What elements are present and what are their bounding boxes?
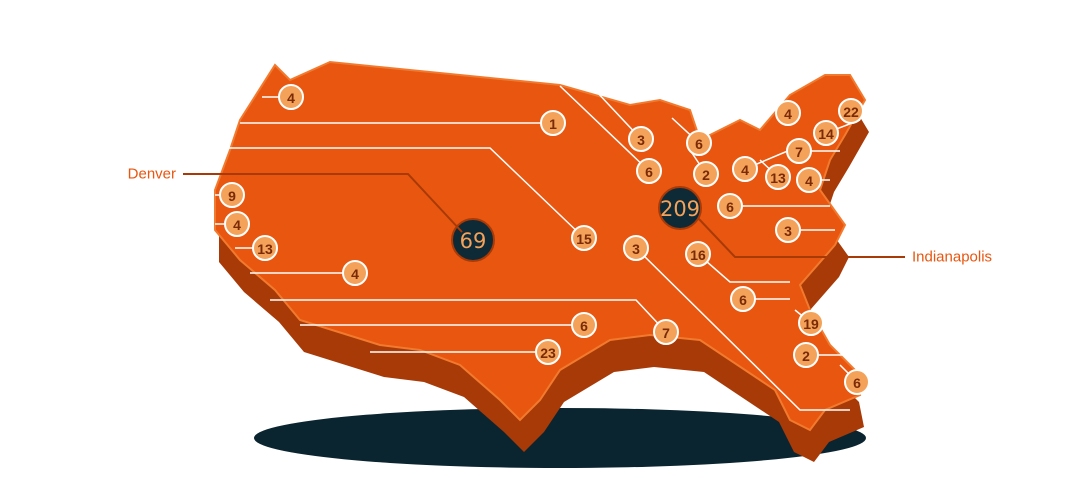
- marker-circle: [838, 98, 864, 124]
- marker-count: 6: [645, 164, 653, 180]
- marker-count: 4: [784, 106, 792, 122]
- hub-circle: [451, 218, 495, 262]
- marker-circle: [278, 84, 304, 110]
- leader-line: [559, 85, 650, 172]
- marker-circle: [693, 161, 719, 187]
- marker-count: 6: [695, 136, 703, 152]
- city-label: Denver: [128, 166, 176, 183]
- marker-count: 13: [257, 241, 273, 257]
- marker-count: 6: [739, 292, 747, 308]
- marker-circle: [252, 235, 278, 261]
- marker-circle: [765, 164, 791, 190]
- map-surface: [214, 60, 867, 432]
- marker-circle: [636, 158, 662, 184]
- marker-circle: [571, 312, 597, 338]
- marker-circle: [540, 110, 566, 136]
- marker-count: 7: [662, 325, 670, 341]
- marker-count: 4: [287, 90, 295, 106]
- city-label: Indianapolis: [912, 249, 992, 266]
- marker-count: 1: [549, 116, 557, 132]
- marker-circle: [342, 260, 368, 286]
- marker-count: 9: [228, 188, 236, 204]
- marker-count: 14: [818, 126, 834, 142]
- marker-count: 16: [690, 247, 706, 263]
- marker-count: 2: [802, 348, 810, 364]
- hub-leader: [697, 217, 905, 258]
- marker-circle: [796, 167, 822, 193]
- marker-circle: [224, 211, 250, 237]
- marker-circle: [219, 182, 245, 208]
- marker-circle: [775, 100, 801, 126]
- marker-count: 3: [637, 132, 645, 148]
- marker-circle: [775, 217, 801, 243]
- marker-count: 15: [576, 231, 592, 247]
- marker-circle: [623, 235, 649, 261]
- marker-count: 4: [351, 266, 359, 282]
- marker-count: 4: [805, 173, 813, 189]
- hub-count: 69: [460, 229, 487, 253]
- marker-circle: [717, 193, 743, 219]
- marker-circle: [685, 241, 711, 267]
- marker-circle: [686, 130, 712, 156]
- marker-count: 19: [803, 316, 819, 332]
- marker-circle: [793, 342, 819, 368]
- marker-circle: [535, 339, 561, 365]
- marker-count: 4: [233, 217, 241, 233]
- marker-circle: [798, 310, 824, 336]
- marker-circle: [786, 138, 812, 164]
- marker-circle: [628, 126, 654, 152]
- marker-circle: [732, 156, 758, 182]
- marker-count: 2: [702, 167, 710, 183]
- marker-count: 3: [784, 223, 792, 239]
- marker-circle: [571, 225, 597, 251]
- leader-line: [270, 299, 667, 333]
- leader-line: [220, 147, 585, 239]
- hub-leader: [183, 173, 463, 233]
- marker-count: 6: [853, 375, 861, 391]
- marker-count: 4: [741, 162, 749, 178]
- marker-circle: [844, 369, 870, 395]
- hub-count: 209: [660, 197, 700, 221]
- hub-circle: [658, 186, 702, 230]
- marker-circle: [813, 120, 839, 146]
- marker-count: 22: [843, 104, 859, 120]
- marker-count: 23: [540, 345, 556, 361]
- leader-line: [697, 253, 790, 283]
- marker-count: 13: [770, 170, 786, 186]
- marker-count: 3: [632, 241, 640, 257]
- marker-count: 6: [726, 199, 734, 215]
- marker-count: 6: [580, 318, 588, 334]
- shadow: [254, 408, 866, 468]
- leader-line: [635, 247, 850, 411]
- marker-circle: [653, 319, 679, 345]
- marker-circle: [730, 286, 756, 312]
- marker-count: 7: [795, 144, 803, 160]
